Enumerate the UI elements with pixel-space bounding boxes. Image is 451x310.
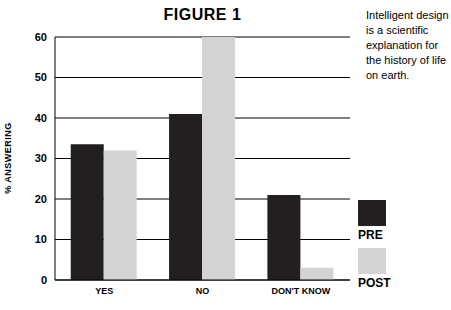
html-text:Intelligent design is a scient: Intelligent design is a scientific expla… (366, 9, 449, 81)
svg-text:50: 50 (35, 71, 47, 83)
svg-text:40: 40 (35, 112, 47, 124)
html-text:% ANSWERING: % ANSWERING (3, 122, 13, 194)
html-text:PRE: PRE (358, 228, 383, 242)
svg-text:NO: NO (196, 286, 210, 296)
html-text:POST: POST (358, 276, 391, 290)
svg-text:60: 60 (35, 31, 47, 43)
svg-text:0: 0 (41, 274, 47, 286)
svg-text:YES: YES (95, 286, 113, 296)
svg-text:20: 20 (35, 193, 47, 205)
svg-text:30: 30 (35, 152, 47, 164)
html-text:FIGURE 1: FIGURE 1 (163, 6, 242, 23)
svg-text:DON'T KNOW: DON'T KNOW (272, 286, 331, 296)
svg-text:10: 10 (35, 233, 47, 245)
